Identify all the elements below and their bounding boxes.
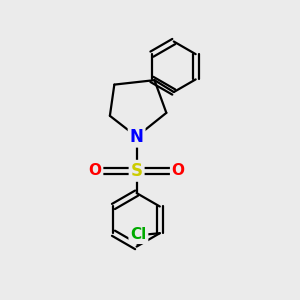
Text: Cl: Cl bbox=[130, 227, 146, 242]
Text: O: O bbox=[172, 163, 185, 178]
Text: S: S bbox=[130, 162, 142, 180]
Text: N: N bbox=[130, 128, 144, 146]
Text: O: O bbox=[88, 163, 101, 178]
